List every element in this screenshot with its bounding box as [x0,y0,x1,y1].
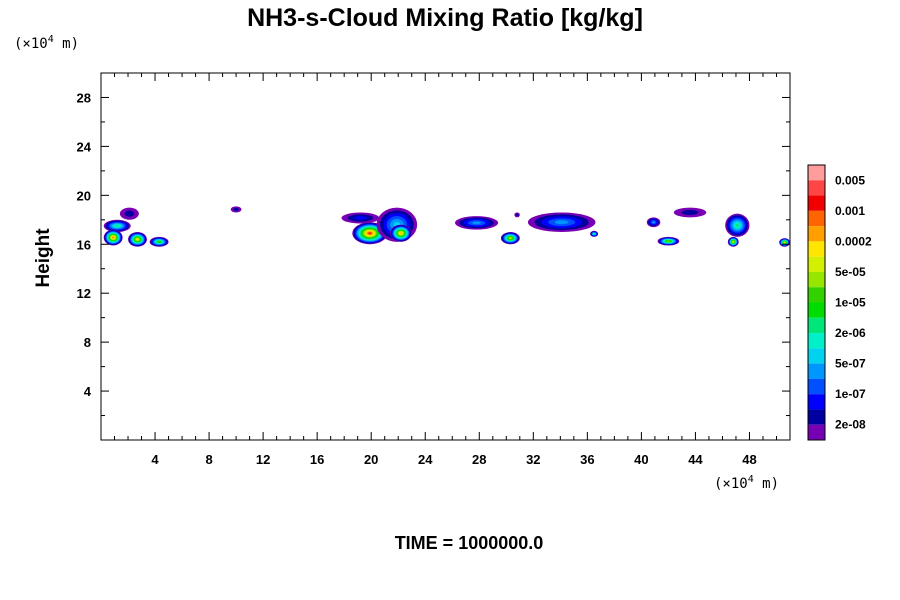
colorbar-label: 5e-05 [835,265,866,279]
cloud-0-level-10 [115,225,119,227]
colorbar-cell [808,424,825,440]
cloud-16 [657,236,680,246]
colorbar-frame [807,164,826,441]
colorbar-cell [808,302,825,318]
cloud-5-level-16 [233,207,239,211]
colorbar-cell [808,363,825,379]
cloud-9 [390,224,412,242]
y-tick-label: 8 [84,335,91,350]
cloud-5 [230,206,242,213]
cloud-4 [149,236,169,247]
colorbar-label: 2e-06 [835,326,866,340]
cloud-6-level-15 [354,216,367,220]
x-tick-label: 4 [151,452,159,467]
colorbar-cell [808,348,825,364]
cloud-19 [727,236,739,247]
cloud-9-level-4 [400,232,402,234]
cloud-20 [779,238,790,247]
cloud-13 [527,212,596,233]
colorbar-cell [808,378,825,395]
cloud-11-level-6 [509,237,512,239]
cloud-1 [119,207,139,220]
colorbar-cell [808,195,825,211]
colorbar-label: 0.005 [835,173,865,187]
cloud-4-level-8 [158,241,161,243]
x-tick-label: 8 [205,452,212,467]
x-tick-label: 40 [634,452,648,467]
cloud-16-level-7 [667,240,670,242]
cloud-19-level-5 [732,241,734,243]
colorbar-cell [808,394,825,410]
colorbar-label: 0.001 [835,204,865,218]
colorbar: 0.005 0.001 0.0002 5e-05 1e-05 2e-06 5e-07 1e-0… [807,164,872,441]
cloud-3-level-5 [136,238,139,240]
cloud-18 [725,213,750,237]
plot-data-layer [103,206,790,247]
colorbar-cell [808,180,825,196]
cloud-7-level-2 [368,232,371,234]
cloud-2 [103,229,123,246]
x-tick-label: 32 [526,452,540,467]
colorbar-cell [808,210,825,227]
cloud-14 [590,230,599,237]
cloud-15-level-13 [652,221,655,224]
y-tick-label: 28 [77,90,91,105]
x-tick-label: 44 [688,452,703,467]
cloud-11 [500,232,520,245]
x-tick-label: 36 [580,452,594,467]
cloud-13-level-13 [554,220,569,225]
cloud-3 [128,232,147,247]
y-axis-title: Height [33,228,54,288]
colorbar-cell [808,165,825,181]
x-tick-label: 24 [418,452,433,467]
cloud-20-level-5 [783,241,786,244]
x-tick-label: 12 [256,452,270,467]
colorbar-label: 0.0002 [835,234,872,248]
y-axis-unit: (×104 m) [14,34,79,52]
colorbar-label: 1e-05 [835,296,866,310]
y-tick-label: 20 [77,188,91,203]
colorbar-cell [808,333,825,349]
x-tick-label: 28 [472,452,486,467]
cloud-10-level-13 [472,221,481,225]
cloud-12 [514,212,520,218]
colorbar-label: 1e-07 [835,387,866,401]
x-axis-unit: (×104 m) [714,474,779,492]
cloud-14-level-10 [593,233,595,235]
colorbar-cell [808,256,825,272]
cloud-17 [673,207,707,218]
plot-frame [100,72,791,441]
cloud-10 [454,216,499,230]
colorbar-cell [808,271,825,288]
colorbar-cell [808,409,825,425]
colorbar-label: 5e-07 [835,357,866,371]
cloud-15 [646,217,661,228]
cloud-18-level-10 [735,223,739,227]
time-label: TIME = 1000000.0 [395,533,544,553]
y-tick-label: 12 [77,286,91,301]
cloud-1-level-16 [124,210,135,217]
cloud-12-level-16 [515,213,519,217]
colorbar-label: 2e-08 [835,418,866,432]
x-tick-label: 20 [364,452,378,467]
colorbar-cell [808,287,825,303]
x-tick-label: 48 [742,452,756,467]
y-tick-label: 16 [77,237,91,252]
colorbar-cell [808,317,825,334]
cloud-6 [341,212,380,224]
x-tick-label: 16 [310,452,324,467]
y-tick-label: 4 [84,384,92,399]
cloud-17-level-16 [681,210,699,215]
chart-title: NH3-s-Cloud Mixing Ratio [kg/kg] [247,4,643,32]
colorbar-cell [808,241,825,257]
cloud-2-level-3 [112,236,114,239]
y-tick-label: 24 [77,139,92,154]
colorbar-cell [808,226,825,242]
cloud-0 [103,219,131,233]
